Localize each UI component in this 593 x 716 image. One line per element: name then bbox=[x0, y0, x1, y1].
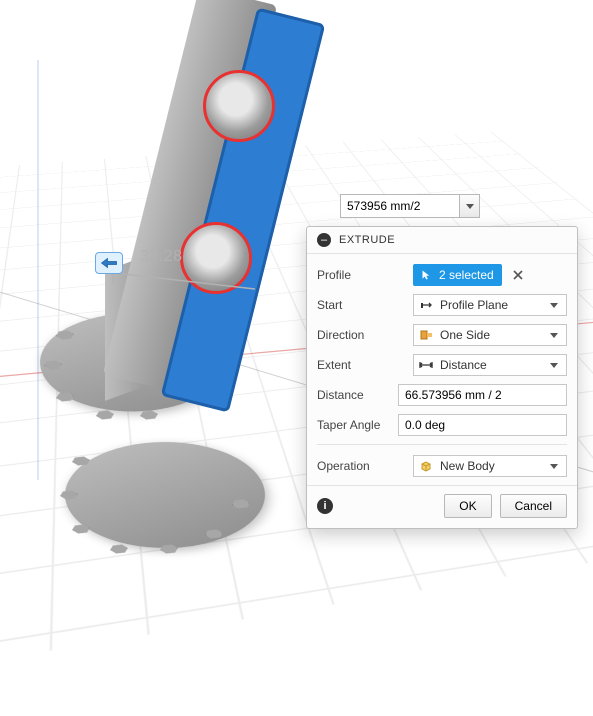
distance-input[interactable] bbox=[398, 384, 567, 406]
drag-arrow-icon bbox=[95, 252, 123, 274]
viewport[interactable]: 33.28 – EXTRUDE Profile 2 selected bbox=[0, 0, 593, 600]
info-icon[interactable]: i bbox=[317, 498, 333, 514]
bore-upper bbox=[203, 70, 275, 142]
profile-selection-chip[interactable]: 2 selected bbox=[413, 264, 502, 286]
dimension-input-field[interactable] bbox=[340, 194, 460, 218]
label-extent: Extent bbox=[317, 358, 413, 372]
extrude-panel: – EXTRUDE Profile 2 selected Start bbox=[306, 226, 578, 529]
dimension-input-dropdown[interactable] bbox=[460, 194, 480, 218]
profile-plane-icon bbox=[418, 297, 434, 313]
separator bbox=[317, 444, 567, 445]
panel-footer: i OK Cancel bbox=[307, 485, 577, 528]
extent-value: Distance bbox=[440, 358, 540, 372]
clear-selection-button[interactable] bbox=[510, 267, 526, 283]
panel-header[interactable]: – EXTRUDE bbox=[307, 227, 577, 254]
row-extent: Extent Distance bbox=[317, 350, 567, 380]
operation-value: New Body bbox=[440, 459, 540, 473]
row-profile: Profile 2 selected bbox=[317, 260, 567, 290]
dimension-input[interactable] bbox=[340, 194, 480, 218]
label-start: Start bbox=[317, 298, 413, 312]
caret-down-icon bbox=[546, 333, 562, 338]
row-direction: Direction One Side bbox=[317, 320, 567, 350]
label-direction: Direction bbox=[317, 328, 413, 342]
profile-selection-text: 2 selected bbox=[439, 268, 494, 282]
label-taper: Taper Angle bbox=[317, 418, 398, 432]
cancel-button[interactable]: Cancel bbox=[500, 494, 567, 518]
label-profile: Profile bbox=[317, 268, 413, 282]
caret-down-icon bbox=[546, 464, 562, 469]
row-distance: Distance bbox=[317, 380, 567, 410]
caret-down-icon bbox=[466, 204, 474, 209]
caret-down-icon bbox=[546, 363, 562, 368]
collapse-icon[interactable]: – bbox=[317, 233, 331, 247]
cursor-icon bbox=[421, 269, 433, 281]
caret-down-icon bbox=[546, 303, 562, 308]
new-body-icon bbox=[418, 458, 434, 474]
start-value: Profile Plane bbox=[440, 298, 540, 312]
direction-value: One Side bbox=[440, 328, 540, 342]
operation-select[interactable]: New Body bbox=[413, 455, 567, 477]
panel-title: EXTRUDE bbox=[339, 234, 395, 246]
label-operation: Operation bbox=[317, 459, 413, 473]
row-operation: Operation New Body bbox=[317, 451, 567, 481]
distance-icon bbox=[418, 357, 434, 373]
row-start: Start Profile Plane bbox=[317, 290, 567, 320]
taper-input[interactable] bbox=[398, 414, 567, 436]
extrude-drag-handle[interactable] bbox=[95, 252, 123, 274]
ok-button[interactable]: OK bbox=[444, 494, 491, 518]
extent-select[interactable]: Distance bbox=[413, 354, 567, 376]
one-side-icon bbox=[418, 327, 434, 343]
direction-select[interactable]: One Side bbox=[413, 324, 567, 346]
close-icon bbox=[512, 269, 524, 281]
label-distance: Distance bbox=[317, 388, 398, 402]
dimension-value: 33.28 bbox=[140, 248, 183, 266]
start-select[interactable]: Profile Plane bbox=[413, 294, 567, 316]
row-taper: Taper Angle bbox=[317, 410, 567, 440]
